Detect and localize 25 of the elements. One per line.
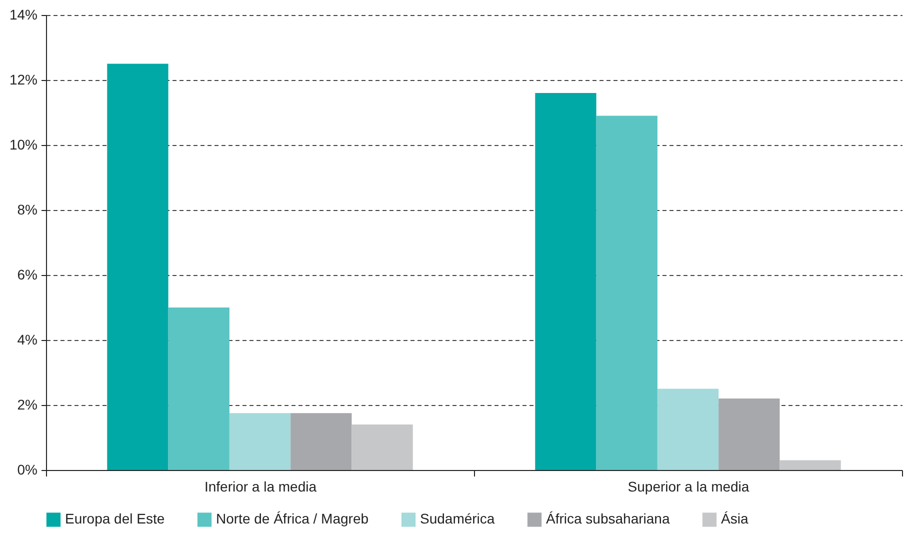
bar (596, 116, 658, 470)
y-tick-label: 4% (17, 332, 38, 348)
bar (535, 93, 596, 470)
bar (657, 388, 719, 470)
bar (352, 424, 413, 470)
legend-label: África subsahariana (546, 510, 670, 527)
legend-label: Sudamérica (420, 510, 495, 527)
bar (718, 398, 780, 470)
y-tick-label: 8% (17, 202, 38, 218)
bar (168, 308, 230, 470)
bar (290, 413, 352, 470)
y-tick-label: 0% (17, 462, 38, 478)
y-tick-label: 10% (9, 136, 38, 152)
y-tick-label: 14% (9, 6, 38, 22)
legend-label: Ásia (721, 510, 748, 527)
x-tick-label: Inferior a la media (204, 478, 317, 494)
y-tick-label: 2% (17, 396, 38, 412)
legend-label: Europa del Este (65, 510, 165, 527)
bar (780, 460, 841, 470)
y-tick-label: 6% (17, 266, 38, 282)
x-tick-label: Superior a la media (628, 478, 750, 494)
y-tick-label: 12% (9, 72, 38, 88)
legend-label: Norte de África / Magreb (216, 510, 369, 527)
bar (107, 64, 168, 470)
bar (229, 413, 291, 470)
